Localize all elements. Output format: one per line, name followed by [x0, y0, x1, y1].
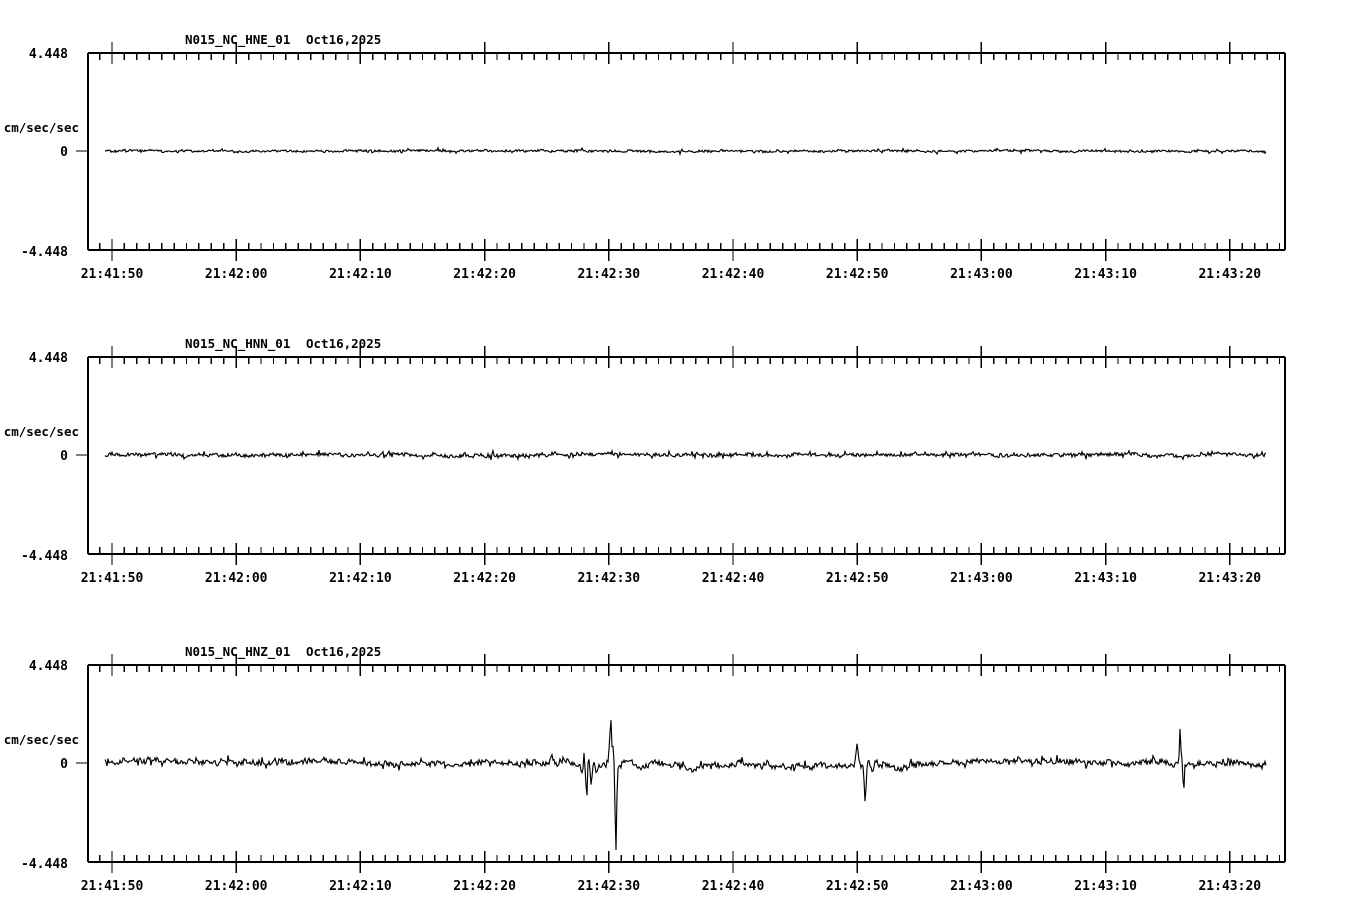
y-axis-max-label: 4.448 [29, 351, 68, 366]
x-axis-tick-label: 21:41:50 [81, 571, 144, 586]
x-axis-tick-label: 21:43:20 [1198, 879, 1261, 894]
y-axis-unit-label: cm/sec/sec [4, 732, 79, 747]
panel-title-date: Oct16,2025 [306, 644, 381, 659]
x-axis-tick-label: 21:42:40 [702, 879, 765, 894]
x-axis-tick-label: 21:42:30 [577, 267, 640, 282]
seismogram-panel-hnn: N015_NC_HNN_01 Oct16,2025 4.448 cm/sec/s… [0, 304, 1358, 604]
y-axis-zero-label: 0 [60, 449, 68, 464]
x-axis-tick-label: 21:42:50 [826, 571, 889, 586]
panel-title-date: Oct16,2025 [306, 336, 381, 351]
x-axis-ticks [98, 654, 1281, 873]
x-axis-tick-label: 21:42:20 [453, 267, 516, 282]
x-axis-tick-label: 21:43:00 [950, 879, 1013, 894]
x-axis-tick-labels: 21:41:50 21:42:00 21:42:10 21:42:20 21:42:30… [81, 571, 1262, 586]
x-axis-tick-labels: 21:41:50 21:42:00 21:42:10 21:42:20 21:42:30… [81, 879, 1262, 894]
panel-title-channel: N015_NC_HNZ_01 [185, 644, 290, 660]
x-axis-tick-label: 21:42:10 [329, 879, 392, 894]
x-axis-tick-label: 21:41:50 [81, 267, 144, 282]
panel-plot-area-hnz: N015_NC_HNZ_01 Oct16,2025 4.448 cm/sec/s… [4, 644, 1286, 894]
x-axis-tick-label: 21:42:40 [702, 571, 765, 586]
x-axis-tick-label: 21:43:00 [950, 267, 1013, 282]
panel-plot-area-hnn: N015_NC_HNN_01 Oct16,2025 4.448 cm/sec/s… [4, 336, 1286, 586]
x-axis-tick-label: 21:43:10 [1074, 879, 1137, 894]
panel-plot-area-hne: N015_NC_HNE_01 Oct16,2025 4.448 cm/sec/s… [4, 32, 1286, 282]
x-axis-tick-label: 21:42:00 [205, 879, 268, 894]
y-axis-min-label: -4.448 [21, 857, 68, 872]
panel-title-channel: N015_NC_HNN_01 [185, 336, 290, 352]
y-axis-zero-label: 0 [60, 757, 68, 772]
y-axis-unit-label: cm/sec/sec [4, 424, 79, 439]
x-axis-tick-label: 21:42:30 [577, 879, 640, 894]
seismogram-panel-hne: N015_NC_HNE_01 Oct16,2025 4.448 cm/sec/s… [0, 0, 1358, 300]
x-axis-tick-label: 21:42:30 [577, 571, 640, 586]
x-axis-ticks [98, 42, 1281, 261]
x-axis-tick-label: 21:42:00 [205, 571, 268, 586]
x-axis-tick-label: 21:43:10 [1074, 267, 1137, 282]
x-axis-tick-label: 21:42:20 [453, 571, 516, 586]
waveform-trace-hnz [104, 720, 1267, 851]
y-axis-min-label: -4.448 [21, 549, 68, 564]
y-axis-zero-label: 0 [60, 145, 68, 160]
x-axis-ticks [98, 346, 1281, 565]
x-axis-tick-label: 21:41:50 [81, 879, 144, 894]
waveform-trace-hne [104, 145, 1267, 157]
seismogram-panel-hnz: N015_NC_HNZ_01 Oct16,2025 4.448 cm/sec/s… [0, 612, 1358, 924]
y-axis-unit-label: cm/sec/sec [4, 120, 79, 135]
x-axis-tick-label: 21:42:10 [329, 571, 392, 586]
x-axis-tick-label: 21:42:50 [826, 267, 889, 282]
y-axis-max-label: 4.448 [29, 659, 68, 674]
y-axis-min-label: -4.448 [21, 245, 68, 260]
x-axis-tick-label: 21:42:20 [453, 879, 516, 894]
x-axis-tick-label: 21:43:00 [950, 571, 1013, 586]
plot-frame [76, 356, 1286, 555]
x-axis-tick-label: 21:43:20 [1198, 267, 1261, 282]
plot-frame [76, 52, 1286, 251]
x-axis-tick-labels: 21:41:50 21:42:00 21:42:10 21:42:20 21:42:30… [81, 267, 1262, 282]
x-axis-tick-label: 21:43:10 [1074, 571, 1137, 586]
x-axis-tick-label: 21:42:00 [205, 267, 268, 282]
panel-title-channel: N015_NC_HNE_01 [185, 32, 290, 48]
x-axis-tick-label: 21:43:20 [1198, 571, 1261, 586]
x-axis-tick-label: 21:42:10 [329, 267, 392, 282]
y-axis-max-label: 4.448 [29, 47, 68, 62]
panel-title-date: Oct16,2025 [306, 32, 381, 47]
x-axis-tick-label: 21:42:40 [702, 267, 765, 282]
plot-frame [76, 664, 1286, 863]
x-axis-tick-label: 21:42:50 [826, 879, 889, 894]
waveform-trace-hnn [104, 448, 1267, 462]
